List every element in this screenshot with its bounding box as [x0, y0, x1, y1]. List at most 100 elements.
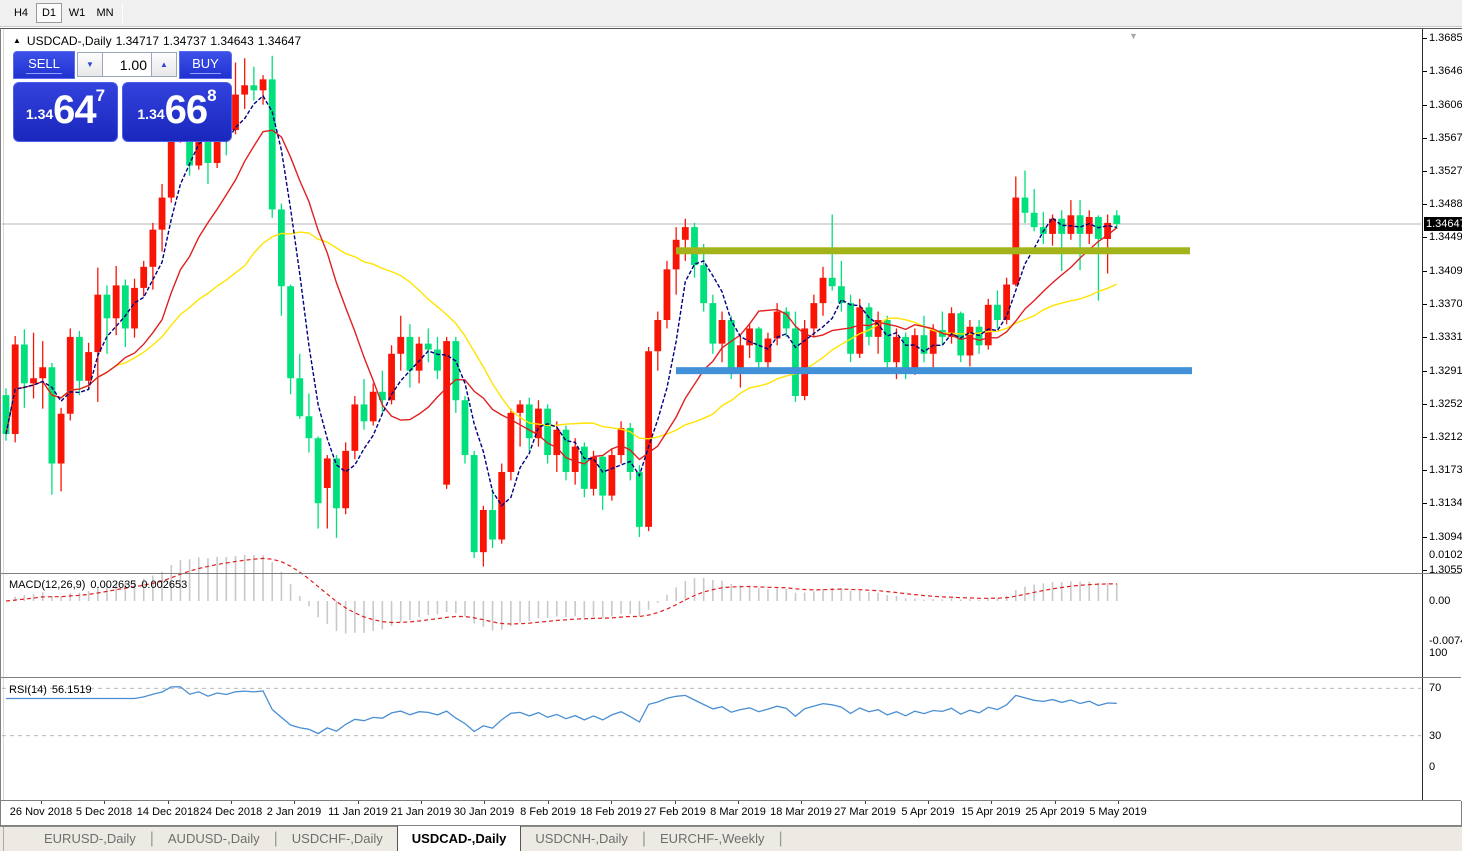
- candle-body: [443, 341, 451, 485]
- buy-button[interactable]: BUY: [179, 51, 232, 79]
- candle-body: [1113, 215, 1121, 224]
- price-axis-tick: [1423, 404, 1427, 405]
- candle-body: [902, 336, 910, 371]
- candle-body: [479, 509, 487, 553]
- sell-button[interactable]: SELL: [13, 51, 75, 79]
- time-axis-tick: [231, 801, 232, 804]
- price-axis-tick: [1423, 337, 1427, 338]
- candle-body: [1049, 218, 1056, 234]
- time-axis-label: 8 Feb 2019: [520, 806, 576, 818]
- chart-symbol-label: USDCAD-,Daily: [26, 34, 112, 48]
- macd-signal-line: [5, 557, 1117, 625]
- symbol-tab-USDCNH[interactable]: USDCNH-,Daily: [535, 831, 628, 846]
- candle-body: [828, 277, 836, 287]
- candle-body: [654, 319, 662, 352]
- candle-body: [434, 349, 441, 371]
- timeframe-button-D1[interactable]: D1: [36, 3, 62, 23]
- volume-input[interactable]: [103, 52, 151, 77]
- candle-body: [378, 391, 386, 401]
- buy-button-label: BUY: [190, 56, 221, 74]
- candle-body: [296, 378, 304, 417]
- symbol-tab-EURUSD[interactable]: EURUSD-,Daily: [44, 831, 136, 846]
- time-axis-label: 24 Dec 2018: [199, 806, 263, 818]
- timeframe-button-MN[interactable]: MN: [92, 3, 118, 23]
- timeframe-toolbar: H4 D1 W1 MN: [0, 0, 1462, 27]
- price-axis-label: 1.32910: [1429, 365, 1462, 377]
- tabbar-splitter[interactable]: [0, 827, 4, 851]
- symbol-tab-USDCHF[interactable]: USDCHF-,Daily: [291, 831, 383, 846]
- candle-body: [608, 455, 616, 496]
- symbol-tab-USDCAD[interactable]: USDCAD-,Daily: [396, 826, 522, 851]
- volume-decrease-button[interactable]: ▼: [77, 52, 103, 77]
- main-chart[interactable]: [2, 29, 1421, 573]
- macd-panel[interactable]: [2, 546, 1421, 649]
- candle-body: [48, 367, 56, 464]
- time-axis-tick: [1118, 801, 1119, 804]
- collapse-trade-panel-icon[interactable]: ▲: [13, 36, 21, 45]
- tab-divider: |: [778, 830, 783, 847]
- timeframe-button-H4[interactable]: H4: [8, 3, 34, 23]
- price-axis-label: 1.33310: [1429, 331, 1462, 343]
- candle-body: [617, 428, 625, 456]
- price-axis-label: 1.34090: [1429, 265, 1462, 277]
- time-axis-tick: [611, 801, 612, 804]
- symbol-tab-AUDUSD[interactable]: AUDUSD-,Daily: [167, 831, 260, 846]
- candle-body: [415, 343, 423, 371]
- candle-body: [85, 352, 93, 381]
- time-axis-tick: [421, 801, 422, 804]
- sell-price-display[interactable]: 1.34647: [13, 82, 118, 142]
- time-axis-tick: [484, 801, 485, 804]
- current-price-tag: 1.34647: [1424, 216, 1462, 231]
- candle-body: [397, 336, 405, 354]
- candle-body: [865, 307, 873, 337]
- candle-body: [314, 438, 322, 504]
- price-axis[interactable]: 1.34647 1.36850 1.36460 1.36060 1.35670 1.35…: [1422, 29, 1462, 801]
- price-axis-tick: [1423, 204, 1427, 205]
- price-axis-label: 1.35670: [1429, 132, 1462, 144]
- macd-separator[interactable]: [1, 573, 1461, 574]
- timeframe-button-W1[interactable]: W1: [64, 3, 90, 23]
- candle-body: [268, 79, 276, 210]
- chart-window: ▲ USDCAD-,Daily 1.34717 1.34737 1.34643 1.346…: [0, 28, 1462, 826]
- candle-body: [580, 446, 588, 489]
- candle-body: [452, 341, 460, 401]
- buy-price-sup: 8: [207, 86, 217, 105]
- time-axis-tick: [1055, 801, 1056, 804]
- buy-price-display[interactable]: 1.34668: [122, 82, 232, 142]
- time-axis-tick: [168, 801, 169, 804]
- time-axis-label: 5 May 2019: [1089, 806, 1147, 818]
- candle-body: [158, 197, 166, 230]
- candle-body: [232, 94, 239, 131]
- candle-body: [893, 336, 900, 363]
- candle-body: [1030, 212, 1038, 228]
- candle-body: [470, 455, 478, 553]
- time-axis-label: 11 Jan 2019: [328, 806, 388, 818]
- rsi-panel[interactable]: [2, 650, 1421, 772]
- ma-mid-line: [5, 129, 1118, 465]
- candle-body: [700, 265, 708, 304]
- symbol-tab-EURCHF[interactable]: EURCHF-,Weekly: [660, 831, 765, 846]
- candle-body: [250, 85, 258, 91]
- time-axis-label: 14 Dec 2018: [136, 806, 200, 818]
- tab-divider: |: [149, 830, 154, 847]
- time-axis-label: 30 Jan 2019: [453, 806, 515, 818]
- candle-body: [1076, 215, 1084, 234]
- candle-body: [140, 266, 148, 288]
- candle-body: [535, 408, 542, 439]
- rsi-line: [6, 686, 1117, 735]
- price-axis-label: 1.36060: [1429, 99, 1462, 111]
- candle-body: [195, 130, 203, 166]
- candle-body: [204, 130, 212, 163]
- support-line: [676, 367, 1192, 375]
- candle-body: [287, 286, 294, 379]
- rsi-axis-label: 70: [1429, 682, 1442, 694]
- time-axis[interactable]: 26 Nov 2018 5 Dec 2018 14 Dec 2018 24 Dec 2…: [1, 801, 1422, 825]
- rsi-separator[interactable]: [1, 677, 1461, 678]
- time-axis-tick: [41, 801, 42, 804]
- price-axis-tick: [1423, 371, 1427, 372]
- volume-increase-button[interactable]: ▲: [151, 52, 177, 77]
- macd-axis-label: 0.010229: [1429, 549, 1462, 561]
- price-axis-label: 1.36850: [1429, 32, 1462, 44]
- candle-body: [278, 209, 285, 287]
